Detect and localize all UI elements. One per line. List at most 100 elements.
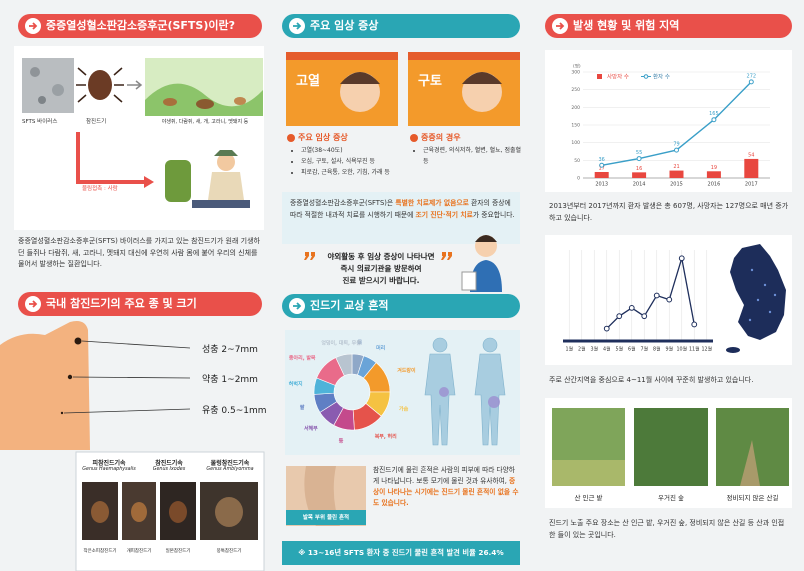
image-band [408, 52, 520, 60]
slice-label: 가슴 [399, 405, 409, 412]
bar-label: 17 [599, 165, 605, 171]
field [552, 460, 625, 486]
bar [632, 172, 647, 178]
animal [234, 97, 246, 105]
genus-latin: Genus Amblyomma [206, 467, 254, 472]
quote-line: 진료 받으시기 바랍니다. [342, 276, 420, 285]
species-label: 뭉툭참진드기 [216, 549, 242, 554]
point [641, 313, 648, 320]
x-tick-label: 2015 [670, 182, 683, 188]
arrow [127, 80, 143, 90]
description: 중증열성혈소판감소증후군(SFTS) 바이러스를 가지고 있는 참진드기가 원래… [18, 237, 260, 268]
tick-specimen [169, 501, 187, 523]
symptom-label: 고열 [296, 74, 320, 89]
point [748, 79, 754, 85]
note-text: 가 중요합니다. [472, 210, 515, 219]
place-caption: 정비되지 않은 산길 [726, 494, 779, 502]
list-title: 주요 임상 증상 [298, 133, 348, 142]
tick-legs [76, 67, 124, 103]
person-body [208, 172, 244, 200]
slice-label: 머리 [376, 345, 386, 352]
y-tick-label: 250 [571, 87, 580, 93]
point [616, 313, 623, 320]
severe-list: 근육경련, 의식저하, 혈변, 혈뇨, 점출혈 등 [414, 145, 527, 167]
doctor-body [470, 260, 502, 292]
list-title: 중증의 경우 [421, 133, 461, 142]
y-tick-label: 0 [577, 176, 580, 182]
virus-photo [22, 58, 74, 113]
x-tick-label: 12월 [701, 346, 712, 353]
korea-map [730, 244, 786, 340]
note-text: 환자의 증상에 따라 적절한 내과적 치료를 시행하기 때문에 [290, 199, 511, 219]
species-label: 일본참진드기 [165, 549, 191, 554]
note-box [282, 192, 520, 244]
point [628, 305, 635, 311]
adult-tick [74, 337, 82, 345]
note-emphasis: 조기 진단·적기 치료 [415, 210, 473, 219]
bite-area [439, 387, 449, 397]
point [653, 292, 660, 299]
x-tick-label: 9월 [666, 346, 673, 353]
red-arrow [76, 132, 146, 184]
label: 물림접촉 : 사람 [82, 186, 118, 192]
slice-label: 복부, 허리 [375, 433, 397, 440]
doctor-hair [475, 235, 497, 242]
y-tick-label: 100 [571, 140, 580, 146]
slice-label: 엉덩이, 대퇴, 무릎 [321, 340, 361, 347]
y-tick-label: 50 [574, 158, 580, 164]
label: 참진드기 [86, 119, 107, 125]
section-header: 중증열성혈소판감소증후군(SFTS)이란? [18, 14, 262, 38]
bite-emphasis: 중상이 나타나는 시기에는 진드기 물린 흔적이 없을 수도 있습니다. [373, 477, 519, 507]
size-label: 유충 0.5~1mm [202, 406, 267, 416]
genus: 물렁참진드기속 Genus Amblyomma [200, 458, 260, 472]
quote-mark [304, 252, 315, 260]
caption-bar [286, 510, 366, 525]
red-arrowhead [144, 176, 154, 188]
legend-label: 환자 수 [653, 73, 670, 81]
hair [340, 72, 380, 84]
legend-label: 사망자 수 [607, 73, 629, 81]
icon [287, 134, 295, 142]
genus-latin: Genus Ixodes [152, 467, 186, 472]
bar [744, 158, 759, 178]
footer: ※ 13~16년 SFTS 환자 중 진드기 물린 흔적 발견 비율 26.4% [298, 548, 504, 557]
section-header: 발생 현황 및 위험 지역 [545, 14, 792, 38]
virus [52, 84, 64, 96]
map-dots [748, 268, 777, 322]
person-head [217, 153, 235, 171]
place-photo [634, 408, 708, 486]
virus [30, 67, 40, 77]
y-tick-label: 150 [571, 123, 580, 129]
icon [410, 134, 418, 142]
photo-caption: 발목 부위 물린 흔적 [302, 515, 350, 521]
y-tick-label: 300 [571, 70, 580, 76]
larva-tick [60, 411, 64, 415]
doctor-paper [461, 271, 477, 291]
tick-illustration [88, 70, 112, 100]
slice-label: 종아리, 발목 [289, 354, 316, 361]
list-item: 오심, 구토, 설사, 식욕부진 등 [301, 156, 411, 167]
animal [196, 99, 214, 109]
bar-label: 16 [636, 166, 642, 172]
symptom-label: 구토 [418, 74, 442, 89]
x-tick-label: 6월 [628, 346, 635, 353]
genus-name: 물렁참진드기속 [210, 460, 250, 467]
label: 야생쥐, 다람쥐, 새, 개, 고라니, 멧돼지 등 [161, 119, 249, 125]
animal [163, 98, 177, 106]
species-label: 개피참진드기 [126, 549, 152, 554]
header-text: 중증열성혈소판감소증후군(SFTS)이란? [46, 19, 235, 32]
x-tick-label: 2017 [745, 182, 758, 188]
point-label: 165 [709, 111, 719, 117]
point [711, 117, 717, 123]
header-icon [552, 18, 568, 34]
x-tick-label: 2013 [595, 182, 608, 188]
x-tick-label: 3월 [591, 346, 598, 353]
bar [594, 171, 609, 178]
quote: 야외활동 후 임상 증상이 나타나면 즉시 의료기관을 방문하여 진료 받으시기… [300, 251, 462, 287]
bite-text: 참진드기에 물린 흔적은 사람의 피부에 따라 다양하게 나타납니다. 보통 모… [373, 465, 520, 509]
place-caption: 산 인근 밭 [574, 494, 603, 502]
header-text: 발생 현황 및 위험 지역 [573, 19, 680, 32]
virus [38, 96, 46, 104]
image-band [286, 52, 398, 60]
